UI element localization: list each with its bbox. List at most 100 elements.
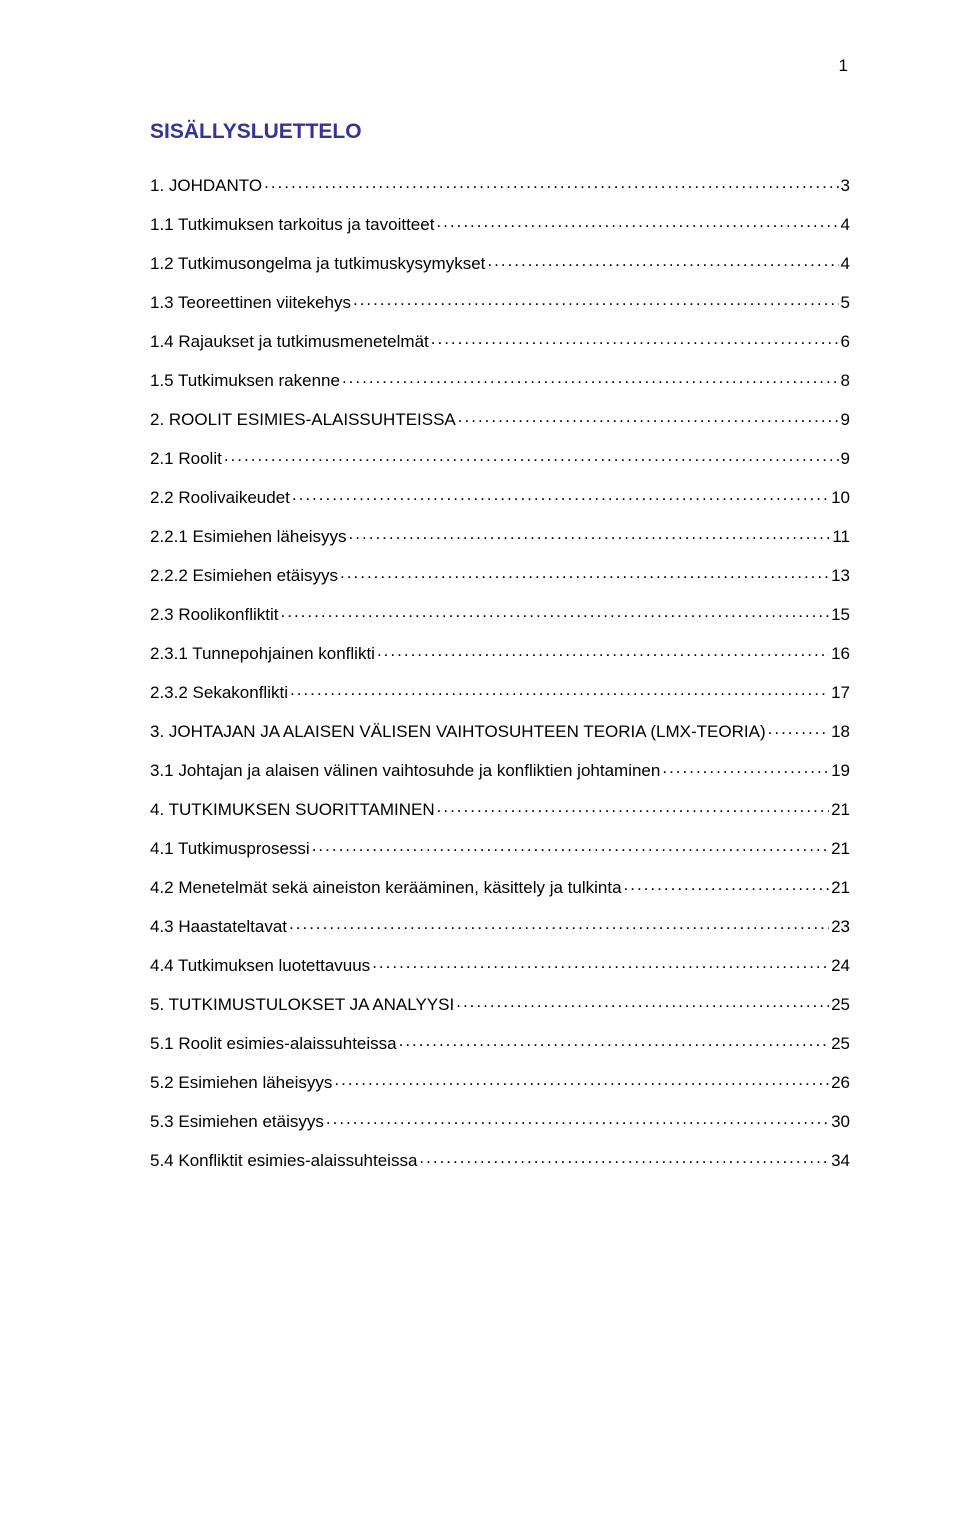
toc-entry-page: 11 (832, 528, 850, 545)
toc-entry-label: 1.1 Tutkimuksen tarkoitus ja tavoitteet (150, 216, 434, 233)
toc-row: 5.1 Roolit esimies-alaissuhteissa 25 (150, 1032, 850, 1052)
toc-entry-page: 18 (831, 723, 850, 740)
toc-dot-leader (326, 1110, 829, 1127)
toc-entry-label: 5.4 Konfliktit esimies-alaissuhteissa (150, 1152, 417, 1169)
toc-row: 5. TUTKIMUSTULOKSET JA ANALYYSI 25 (150, 993, 850, 1013)
toc-entry-page: 9 (841, 411, 850, 428)
toc-entry-page: 21 (831, 840, 850, 857)
toc-dot-leader (224, 447, 839, 464)
toc-row: 2.2.1 Esimiehen läheisyys 11 (150, 525, 850, 545)
toc-dot-leader (292, 486, 829, 503)
toc-dot-leader (264, 174, 838, 191)
toc-entry-page: 3 (841, 177, 850, 194)
toc-row: 2.1 Roolit 9 (150, 447, 850, 467)
toc-row: 5.3 Esimiehen etäisyys 30 (150, 1110, 850, 1130)
toc-dot-leader (312, 837, 829, 854)
toc-entry-page: 10 (831, 489, 850, 506)
toc-dot-leader (437, 798, 829, 815)
toc-dot-leader (342, 369, 839, 386)
toc-entry-label: 4.4 Tutkimuksen luotettavuus (150, 957, 370, 974)
toc-dot-leader (624, 876, 830, 893)
toc-entry-label: 2.3 Roolikonfliktit (150, 606, 279, 623)
toc-entry-label: 1.2 Tutkimusongelma ja tutkimuskysymykse… (150, 255, 485, 272)
toc-dot-leader (290, 681, 829, 698)
toc-entry-label: 1.5 Tutkimuksen rakenne (150, 372, 340, 389)
document-page: 1 SISÄLLYSLUETTELO 1. JOHDANTO 3 1.1 Tutk… (0, 0, 960, 1525)
toc-entry-label: 1.3 Teoreettinen viitekehys (150, 294, 351, 311)
toc-dot-leader (768, 720, 829, 737)
toc-row: 1.3 Teoreettinen viitekehys 5 (150, 291, 850, 311)
toc-entry-label: 2.2 Roolivaikeudet (150, 489, 290, 506)
toc-entry-page: 21 (831, 879, 850, 896)
toc-entry-label: 4.2 Menetelmät sekä aineiston kerääminen… (150, 879, 622, 896)
toc-row: 2.3.1 Tunnepohjainen konflikti 16 (150, 642, 850, 662)
toc-entry-page: 30 (831, 1113, 850, 1130)
toc-dot-leader (431, 330, 839, 347)
toc-dot-leader (662, 759, 829, 776)
toc-title: SISÄLLYSLUETTELO (150, 120, 850, 144)
toc-row: 1.5 Tutkimuksen rakenne 8 (150, 369, 850, 389)
toc-entry-page: 26 (831, 1074, 850, 1091)
toc-dot-leader (340, 564, 829, 581)
toc-row: 1.4 Rajaukset ja tutkimusmenetelmät 6 (150, 330, 850, 350)
toc-entry-page: 34 (831, 1152, 850, 1169)
toc-entry-label: 2. ROOLIT ESIMIES-ALAISSUHTEISSA (150, 411, 456, 428)
toc-entry-label: 2.2.1 Esimiehen läheisyys (150, 528, 347, 545)
toc-row: 5.4 Konfliktit esimies-alaissuhteissa 34 (150, 1149, 850, 1169)
toc-row: 2.2 Roolivaikeudet 10 (150, 486, 850, 506)
toc-dot-leader (487, 252, 838, 269)
toc-list: 1. JOHDANTO 3 1.1 Tutkimuksen tarkoitus j… (150, 174, 850, 1169)
toc-row: 1.2 Tutkimusongelma ja tutkimuskysymykse… (150, 252, 850, 272)
toc-row: 1. JOHDANTO 3 (150, 174, 850, 194)
toc-entry-label: 4.1 Tutkimusprosessi (150, 840, 310, 857)
toc-entry-page: 25 (831, 996, 850, 1013)
toc-entry-label: 2.1 Roolit (150, 450, 222, 467)
toc-entry-label: 4.3 Haastateltavat (150, 918, 287, 935)
toc-entry-label: 4. TUTKIMUKSEN SUORITTAMINEN (150, 801, 435, 818)
toc-entry-label: 2.3.1 Tunnepohjainen konflikti (150, 645, 375, 662)
toc-entry-page: 8 (841, 372, 850, 389)
toc-row: 4.2 Menetelmät sekä aineiston kerääminen… (150, 876, 850, 896)
toc-entry-label: 5.3 Esimiehen etäisyys (150, 1113, 324, 1130)
toc-dot-leader (419, 1149, 829, 1166)
toc-dot-leader (399, 1032, 829, 1049)
toc-entry-label: 1.4 Rajaukset ja tutkimusmenetelmät (150, 333, 429, 350)
toc-row: 3.1 Johtajan ja alaisen välinen vaihtosu… (150, 759, 850, 779)
toc-entry-page: 17 (831, 684, 850, 701)
toc-dot-leader (289, 915, 829, 932)
toc-entry-page: 16 (831, 645, 850, 662)
toc-entry-label: 3.1 Johtajan ja alaisen välinen vaihtosu… (150, 762, 660, 779)
toc-dot-leader (372, 954, 829, 971)
toc-entry-label: 3. JOHTAJAN JA ALAISEN VÄLISEN VAIHTOSUH… (150, 723, 766, 740)
toc-entry-page: 21 (831, 801, 850, 818)
toc-entry-label: 2.2.2 Esimiehen etäisyys (150, 567, 338, 584)
toc-entry-page: 25 (831, 1035, 850, 1052)
toc-row: 5.2 Esimiehen läheisyys 26 (150, 1071, 850, 1091)
toc-dot-leader (456, 993, 829, 1010)
toc-entry-page: 19 (831, 762, 850, 779)
toc-row: 2.2.2 Esimiehen etäisyys 13 (150, 564, 850, 584)
toc-row: 4.3 Haastateltavat 23 (150, 915, 850, 935)
toc-entry-label: 5.2 Esimiehen läheisyys (150, 1074, 332, 1091)
toc-row: 4.4 Tutkimuksen luotettavuus 24 (150, 954, 850, 974)
toc-entry-page: 5 (841, 294, 850, 311)
toc-dot-leader (281, 603, 830, 620)
page-number: 1 (839, 56, 848, 76)
toc-entry-page: 9 (841, 450, 850, 467)
toc-dot-leader (353, 291, 839, 308)
toc-dot-leader (436, 213, 838, 230)
toc-entry-page: 4 (841, 255, 850, 272)
toc-row: 2. ROOLIT ESIMIES-ALAISSUHTEISSA 9 (150, 408, 850, 428)
toc-row: 3. JOHTAJAN JA ALAISEN VÄLISEN VAIHTOSUH… (150, 720, 850, 740)
toc-dot-leader (458, 408, 839, 425)
toc-entry-label: 1. JOHDANTO (150, 177, 262, 194)
toc-row: 2.3.2 Sekakonflikti 17 (150, 681, 850, 701)
toc-entry-label: 5.1 Roolit esimies-alaissuhteissa (150, 1035, 397, 1052)
toc-entry-page: 13 (831, 567, 850, 584)
toc-entry-page: 24 (831, 957, 850, 974)
toc-dot-leader (334, 1071, 829, 1088)
toc-entry-page: 6 (841, 333, 850, 350)
toc-entry-page: 4 (841, 216, 850, 233)
toc-dot-leader (349, 525, 831, 542)
toc-entry-label: 5. TUTKIMUSTULOKSET JA ANALYYSI (150, 996, 454, 1013)
